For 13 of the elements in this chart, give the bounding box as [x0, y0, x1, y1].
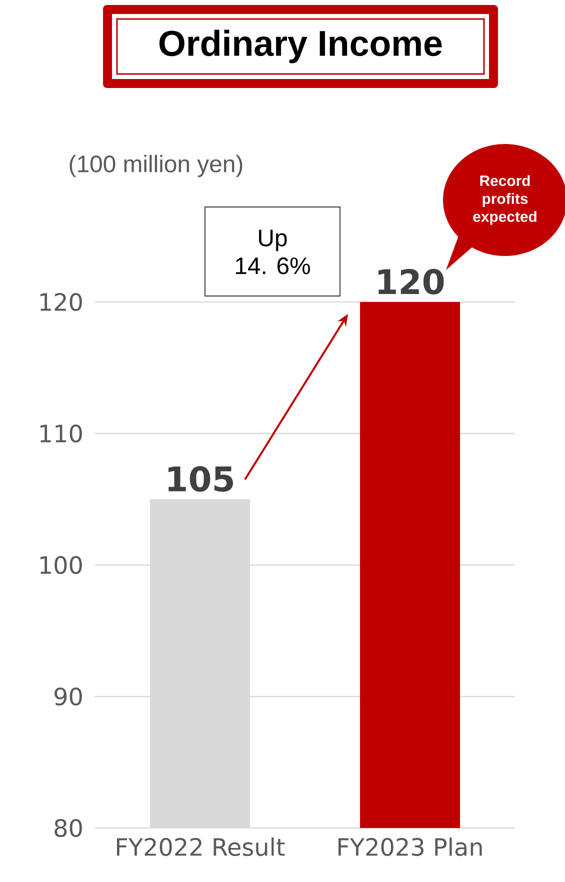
data-label: 120: [378, 268, 444, 294]
x-tick-label: FY2022 Result: [117, 838, 285, 856]
y-tick-label: 120: [40, 292, 82, 312]
y-tick-label: 90: [54, 687, 82, 706]
chart-title: Ordinary Income: [159, 30, 442, 64]
text: Record profits expected: [473, 175, 536, 225]
text: Up 14. 6%: [236, 230, 310, 274]
x-tick-label: FY2023 Plan: [338, 838, 482, 856]
data-label: 105: [168, 466, 233, 492]
y-tick-label: 80: [54, 818, 82, 838]
y-tick-label: 110: [40, 424, 82, 443]
y-tick-label: 100: [40, 556, 82, 574]
y-axis-title: (100 million yen): [70, 154, 242, 178]
